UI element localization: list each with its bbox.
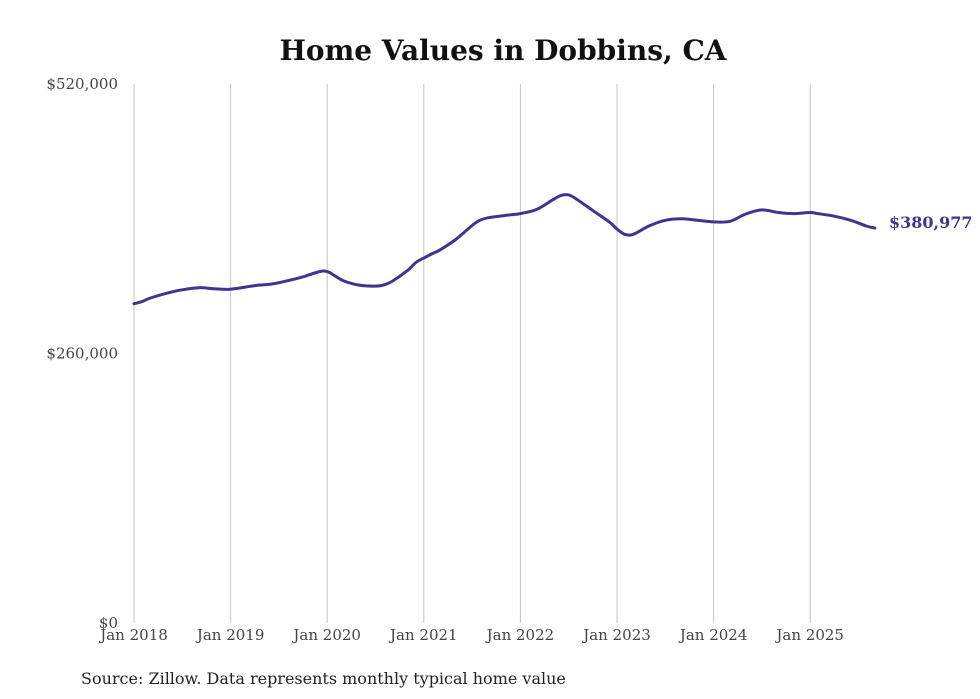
x-tick-label: Jan 2018 bbox=[98, 626, 168, 644]
y-tick-label: $520,000 bbox=[46, 75, 118, 93]
x-tick-label: Jan 2020 bbox=[291, 626, 361, 644]
chart-title: Home Values in Dobbins, CA bbox=[279, 34, 727, 67]
x-axis-ticks: Jan 2018 Jan 2019 Jan 2020 Jan 2021 Jan 2022… bbox=[98, 626, 844, 644]
x-tick-label: Jan 2023 bbox=[581, 626, 651, 644]
x-tick-label: Jan 2021 bbox=[388, 626, 458, 644]
gridlines bbox=[133, 84, 811, 623]
y-axis-ticks: $0 $260,000 $520,000 bbox=[46, 75, 118, 632]
series-layer bbox=[132, 193, 877, 306]
series-line bbox=[132, 193, 877, 306]
source-note: Source: Zillow. Data represents monthly … bbox=[81, 669, 566, 688]
end-value-label: $380,977 bbox=[889, 213, 973, 232]
y-tick-label: $0 bbox=[99, 614, 118, 632]
x-tick-label: Jan 2024 bbox=[678, 626, 748, 644]
x-tick-label: Jan 2019 bbox=[195, 626, 265, 644]
y-tick-label: $260,000 bbox=[46, 345, 118, 363]
x-tick-label: Jan 2022 bbox=[485, 626, 555, 644]
x-tick-label: Jan 2025 bbox=[774, 626, 844, 644]
